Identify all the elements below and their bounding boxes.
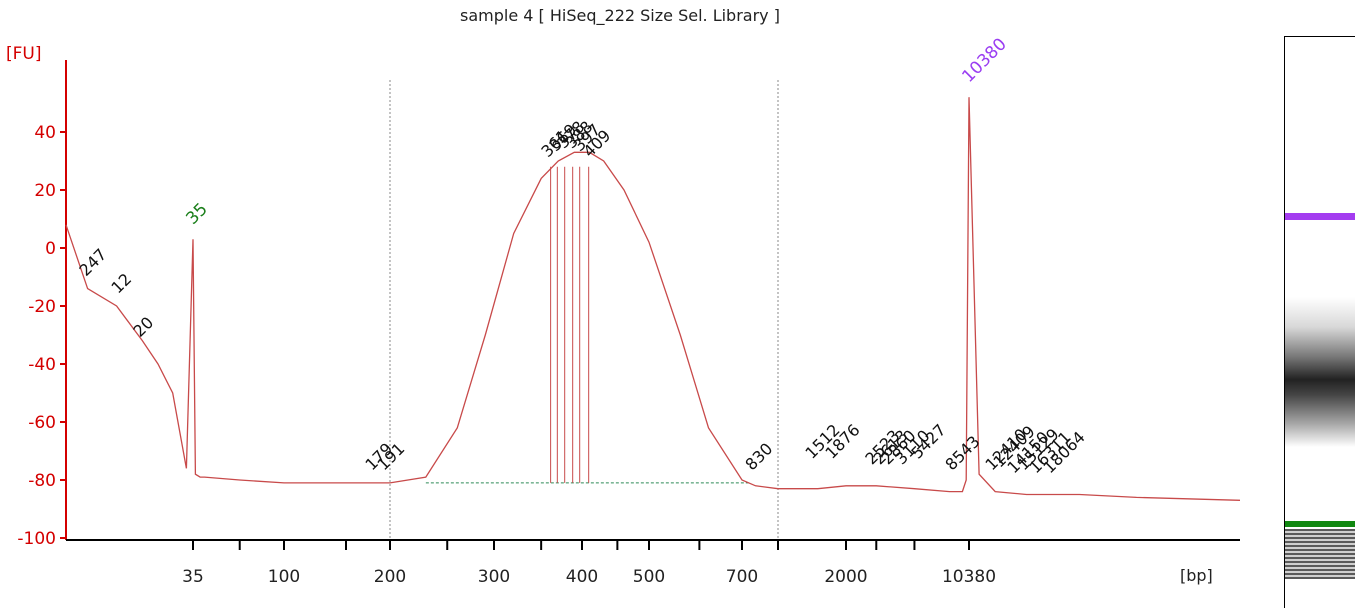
upper-marker-label: 10380 xyxy=(958,34,1010,86)
y-tick-label: -40 xyxy=(28,355,56,375)
peak-label: 8543 xyxy=(941,432,983,474)
gel-primer-region xyxy=(1285,529,1355,579)
x-tick-label: 300 xyxy=(478,567,510,587)
y-tick-label: -20 xyxy=(28,297,56,317)
gel-lane xyxy=(1284,36,1355,608)
gel-upper-marker-band xyxy=(1285,213,1355,220)
x-tick-label: 700 xyxy=(726,567,758,587)
x-tick-label: 100 xyxy=(268,567,300,587)
x-axis-unit-label: [bp] xyxy=(1180,566,1213,585)
y-tick-label: -60 xyxy=(28,413,56,433)
x-tick-label: 200 xyxy=(374,567,406,587)
gel-sample-smear xyxy=(1285,297,1355,447)
gel-lower-marker-band xyxy=(1285,521,1355,527)
x-tick-label: 400 xyxy=(566,567,598,587)
x-tick-label: 35 xyxy=(182,567,204,587)
y-axis-unit-label: [FU] xyxy=(6,44,42,64)
peak-label: 12 xyxy=(107,269,135,297)
peak-label: 20 xyxy=(129,313,157,341)
peak-label: 247 xyxy=(75,245,110,280)
y-tick-label: 40 xyxy=(34,123,56,143)
x-tick-label: 500 xyxy=(633,567,665,587)
chart-title: sample 4 [ HiSeq_222 Size Sel. Library ] xyxy=(460,6,780,25)
peak-label: 5427 xyxy=(907,420,949,462)
x-tick-label: 10380 xyxy=(942,567,996,587)
y-tick-label: 0 xyxy=(45,239,56,259)
lower-marker-label: 35 xyxy=(182,199,211,228)
electropherogram-chart: -100 -80 -60 -40 -20 0 20 40 35 100 200 300 400 500 70… xyxy=(17,34,1241,587)
peak-label: 830 xyxy=(741,439,776,474)
x-tick-label: 2000 xyxy=(824,567,867,587)
y-tick-label: -100 xyxy=(17,529,56,549)
y-tick-label: -80 xyxy=(28,471,56,491)
y-tick-label: 20 xyxy=(34,181,56,201)
electropherogram-trace xyxy=(65,97,1241,501)
